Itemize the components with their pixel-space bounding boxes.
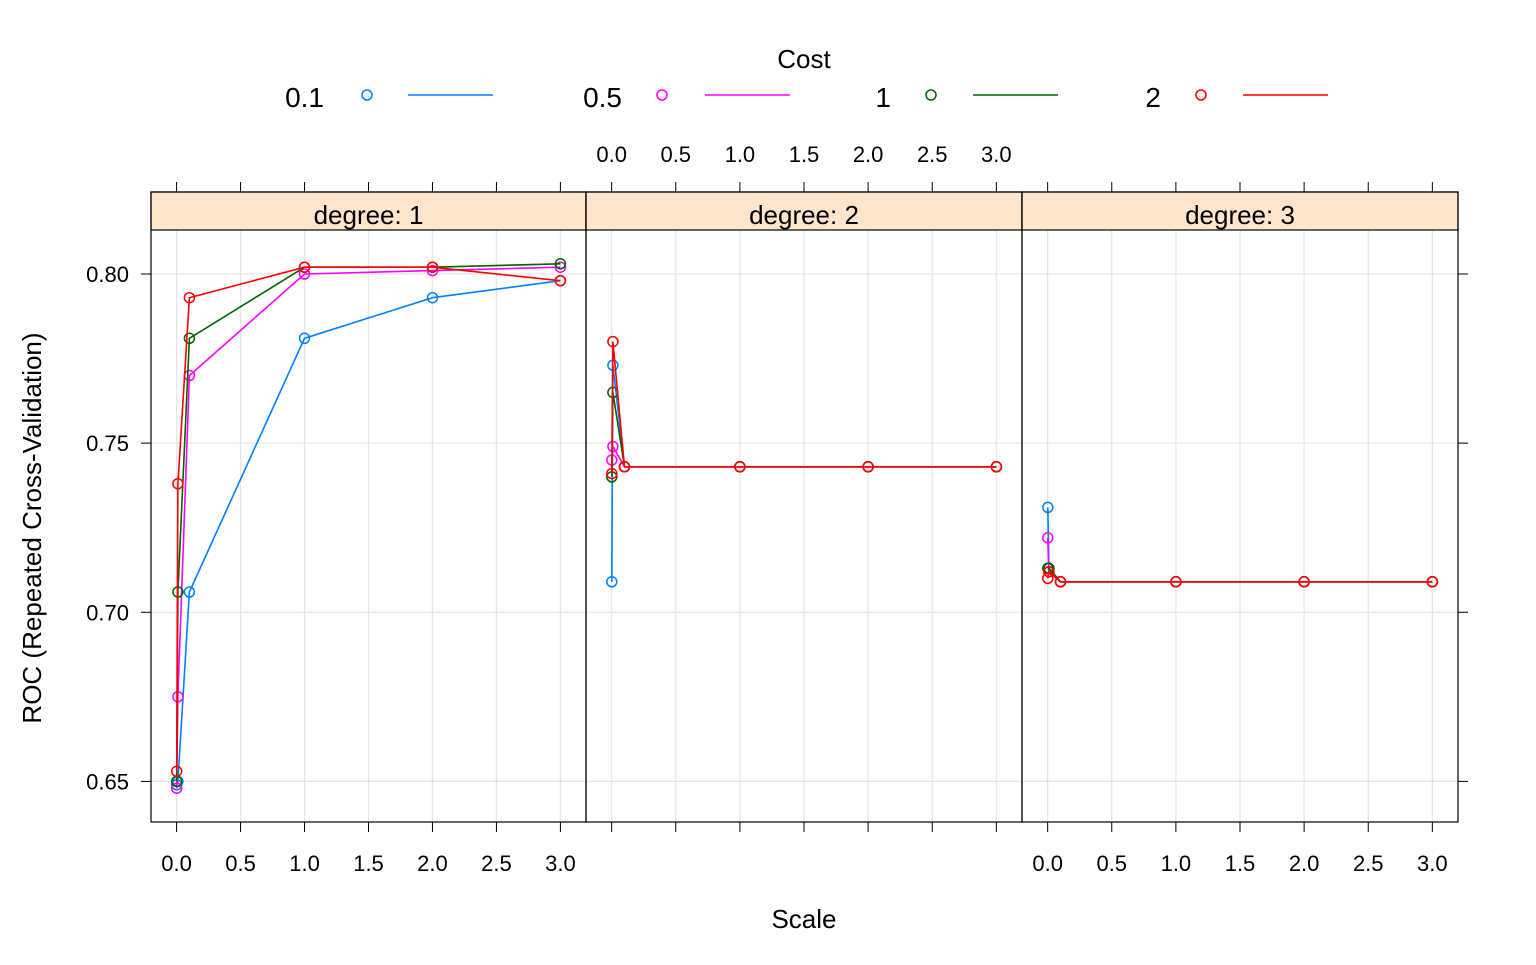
legend-point — [361, 89, 373, 101]
x-tick-label: 2.0 — [1289, 851, 1320, 876]
legend-point — [656, 89, 668, 101]
x-tick-label: 1.0 — [725, 142, 756, 167]
data-point — [172, 477, 184, 490]
strip-label: degree: 2 — [749, 200, 859, 230]
x-tick-label: 0.0 — [161, 851, 192, 876]
legend-label: 0.1 — [285, 82, 324, 113]
x-tick-label: 1.5 — [789, 142, 820, 167]
data-point — [554, 258, 567, 270]
legend-point — [1195, 89, 1207, 101]
y-tick-label: 0.75 — [86, 431, 129, 456]
x-tick-label: 1.0 — [1161, 851, 1192, 876]
y-tick-label: 0.65 — [86, 769, 129, 794]
data-point — [426, 264, 439, 277]
panels: degree: 1 0.0 0.5 1.0 1.5 2.0 2.5 3.0 0.65 0.70 0.… — [86, 142, 1468, 876]
x-tick-label: 0.5 — [225, 851, 256, 876]
data-point — [170, 782, 183, 794]
data-point — [298, 261, 311, 273]
data-point — [606, 467, 618, 480]
panel: degree: 1 0.0 0.5 1.0 1.5 2.0 2.5 3.0 0.65 0.70 0.… — [86, 182, 587, 876]
legend-label: 1 — [875, 82, 891, 113]
data-point — [618, 461, 631, 473]
data-point — [1054, 576, 1067, 588]
panel: degree: 2 0.0 0.5 1.0 1.5 2.0 2.5 3.0 — [585, 142, 1023, 832]
x-tick-label: 0.5 — [660, 142, 691, 167]
x-tick-label: 0.5 — [1096, 851, 1127, 876]
data-point — [862, 461, 874, 473]
x-tick-label: 3.0 — [545, 851, 576, 876]
data-point — [1043, 565, 1055, 578]
data-point — [990, 461, 1003, 473]
data-point — [1170, 576, 1182, 588]
strip-background — [585, 191, 1023, 231]
legend: 0.1 0.5 1 2 — [285, 82, 1328, 113]
data-point — [554, 274, 567, 287]
data-point — [183, 291, 196, 304]
x-axis-label: Scale — [771, 904, 836, 934]
x-tick-label: 1.5 — [1225, 851, 1256, 876]
x-tick-label: 1.5 — [353, 851, 384, 876]
data-point — [170, 765, 183, 778]
data-point — [607, 335, 619, 348]
data-point — [1426, 576, 1439, 588]
x-tick-label: 3.0 — [1417, 851, 1448, 876]
x-tick-label: 2.5 — [481, 851, 512, 876]
y-tick-label: 0.80 — [86, 262, 129, 287]
data-point — [1042, 572, 1054, 585]
data-point — [1042, 532, 1054, 544]
x-tick-label: 0.0 — [596, 142, 627, 167]
y-axis-label: ROC (Repeated Cross-Validation) — [17, 332, 47, 723]
data-point — [183, 332, 196, 345]
data-point — [606, 576, 618, 588]
data-point — [1298, 576, 1310, 588]
legend-title: Cost — [777, 44, 831, 74]
data-point — [426, 291, 439, 304]
y-tick-label: 0.70 — [86, 600, 129, 625]
panel: degree: 3 0.0 0.5 1.0 1.5 2.0 2.5 3.0 — [1021, 182, 1468, 876]
x-tick-label: 0.0 — [1032, 851, 1063, 876]
legend-point — [925, 89, 937, 101]
legend-label: 2 — [1145, 82, 1161, 113]
series-line — [611, 341, 997, 474]
series-line — [175, 279, 561, 786]
data-point — [1042, 501, 1054, 514]
x-tick-label: 1.0 — [289, 851, 320, 876]
strip-background — [1021, 191, 1459, 231]
series-line — [175, 266, 561, 772]
x-tick-label: 2.5 — [917, 142, 948, 167]
data-point — [298, 268, 311, 280]
data-point — [554, 261, 567, 273]
data-point — [298, 332, 311, 345]
x-tick-label: 2.0 — [417, 851, 448, 876]
data-point — [734, 461, 746, 473]
data-point — [426, 261, 439, 273]
strip-label: degree: 1 — [314, 200, 424, 230]
legend-label: 0.5 — [583, 82, 622, 113]
x-tick-label: 3.0 — [981, 142, 1012, 167]
data-point — [183, 586, 196, 598]
x-tick-label: 2.0 — [853, 142, 884, 167]
strip-label: degree: 3 — [1185, 200, 1295, 230]
x-tick-label: 2.5 — [1353, 851, 1384, 876]
